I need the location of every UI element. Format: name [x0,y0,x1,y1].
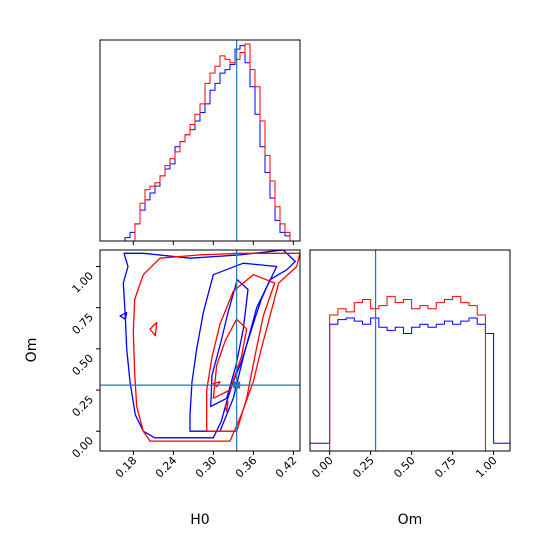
contour-blue-3 [119,311,128,320]
truth-marker [233,381,241,389]
contour-blue-1 [189,262,278,432]
hist-h0-red [100,43,300,241]
br-xtick-label-1: 0.25 [350,454,377,481]
bl-xtick-label-4: 0.42 [273,454,300,481]
hist-om-blue [310,317,510,451]
y-axis-label-om: Om [24,338,40,363]
hist-h0-panel [99,39,301,245]
contour-red-0 [132,252,300,442]
contour-series [100,250,300,451]
hist-om-red [310,295,510,451]
bl-ytick-label-4: 1.00 [70,269,97,296]
bl-xtick-label-1: 0.24 [153,454,180,481]
contour-panel: 0.18 0.24 0.30 0.36 0.42 0.00 0.25 0.50 0.75 1.00 [70,249,301,481]
bl-ytick-label-2: 0.50 [70,352,97,379]
contour-blue-0 [122,250,296,439]
contour-blue-2 [210,279,249,408]
x-axis-label-h0: H0 [190,512,209,528]
hist-h0-series [100,40,300,241]
br-xtick-label-3: 0.75 [432,454,459,481]
bl-xtick-label-0: 0.18 [113,454,140,481]
x-axis-label-om: Om [398,512,423,528]
hist-h0-frame [99,39,301,242]
contour-red-1 [206,274,276,432]
bl-ytick-label-1: 0.25 [70,393,97,420]
hist-om-series [310,250,510,451]
br-xtick-label-2: 0.50 [391,454,418,481]
bl-ytick-label-0: 0.00 [70,434,97,461]
hist-h0-blue [100,45,300,241]
contour-red-5 [224,400,229,413]
contour-frame [99,249,301,452]
br-xtick-label-4: 1.00 [473,454,500,481]
br-xtick-label-0: 0.00 [309,454,336,481]
hist-om-frame [309,249,511,452]
bl-xtick-label-3: 0.36 [233,454,260,481]
hist-om-panel: 0.00 0.25 0.50 0.75 1.00 [309,249,511,481]
contour-red-3 [149,321,158,337]
bl-xtick-label-2: 0.30 [193,454,220,481]
bl-ytick-label-3: 0.75 [70,311,97,338]
